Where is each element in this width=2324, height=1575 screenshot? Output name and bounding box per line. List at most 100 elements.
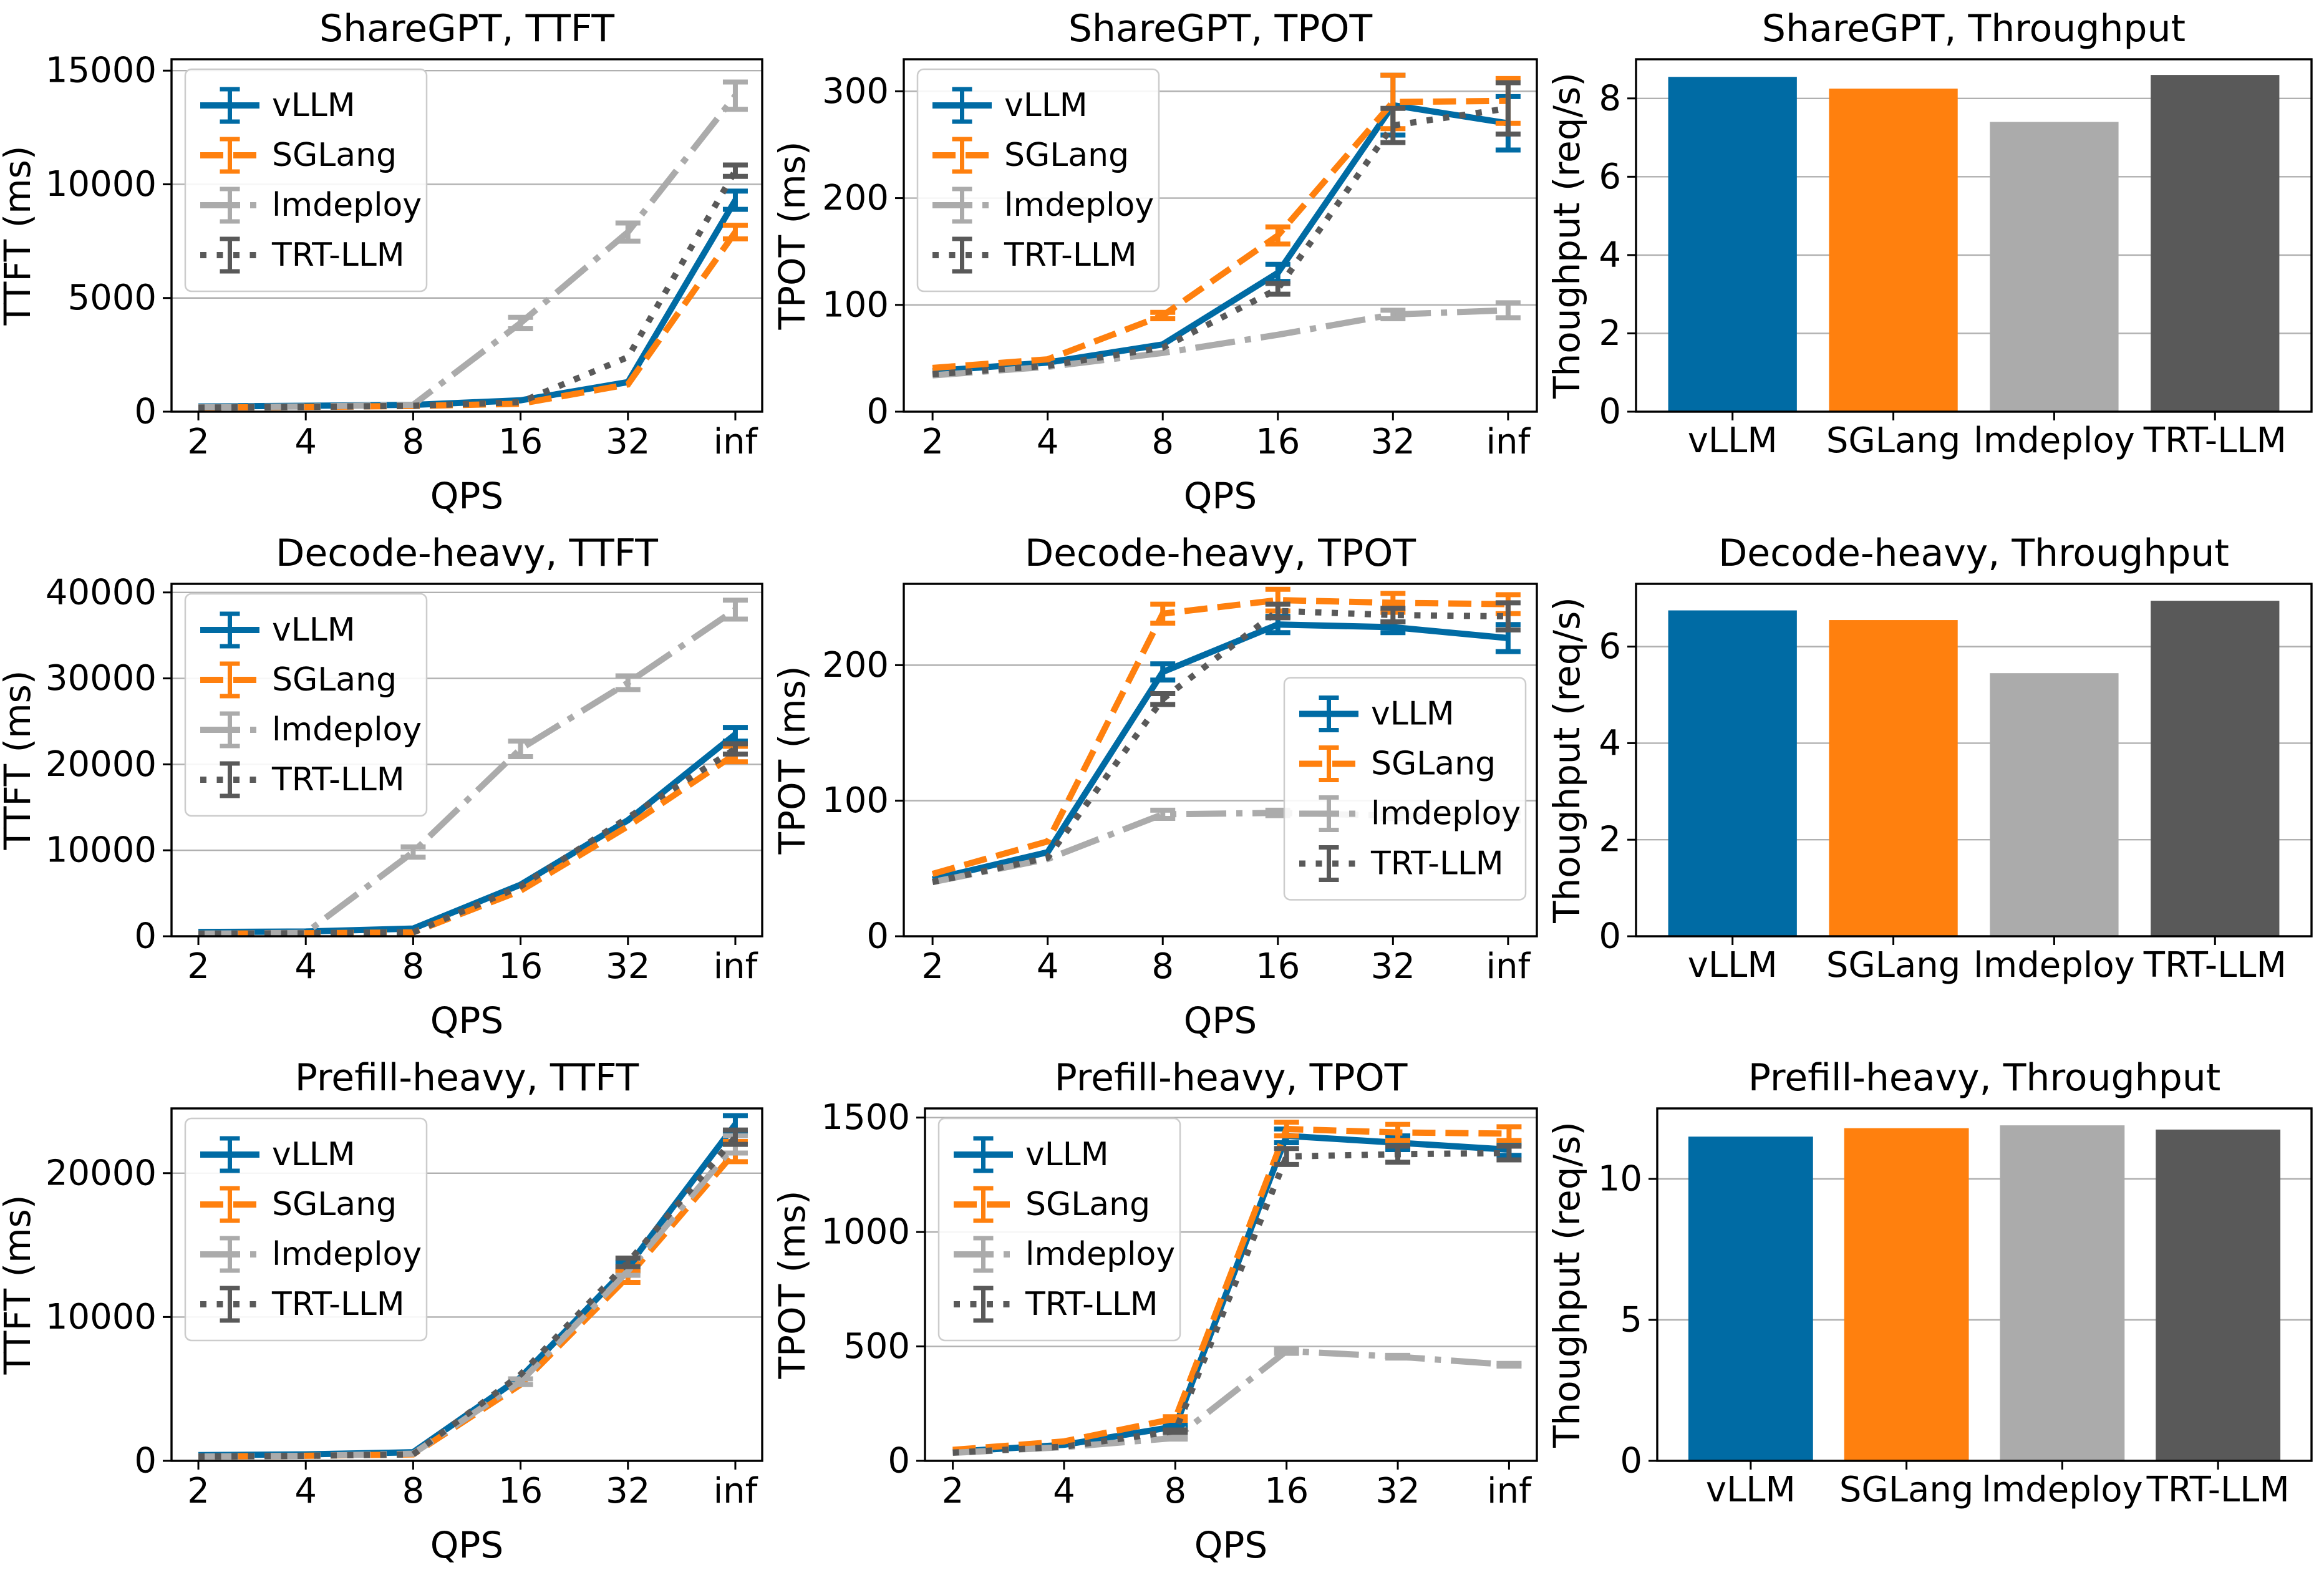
y-tick-label: 1000 bbox=[821, 1212, 910, 1253]
legend-box bbox=[184, 68, 428, 293]
x-tick-label: 32 bbox=[606, 422, 650, 462]
series-lmdeploy bbox=[198, 598, 748, 937]
y-tick-label: 100 bbox=[822, 780, 889, 821]
x-tick-label: 16 bbox=[1264, 1471, 1309, 1511]
bar-category-label: lmdeploy bbox=[1973, 420, 2135, 461]
series-TRT-LLM bbox=[932, 80, 1521, 378]
legend-entry-lmdeploy: lmdeploy bbox=[1299, 795, 1521, 832]
bar-vLLM bbox=[1668, 610, 1797, 936]
series-line-lmdeploy bbox=[198, 94, 738, 410]
series-SGLang bbox=[952, 1120, 1522, 1453]
x-ticks: 2 4 8 16 32 inf bbox=[942, 1461, 1532, 1511]
y-ticks: 0 500 1000 1500 bbox=[821, 1097, 925, 1481]
legend-label: TRT-LLM bbox=[1370, 845, 1504, 882]
legend: vLLM SGLang lmdeploy TRT-LLM bbox=[937, 1117, 1181, 1342]
errorbars-TRT-LLM bbox=[722, 162, 748, 179]
x-tick-label: 4 bbox=[294, 422, 317, 462]
chart-title: Decode-heavy, TPOT bbox=[1025, 531, 1416, 575]
x-tick-label: inf bbox=[714, 946, 758, 987]
legend-entry-SGLang: SGLang bbox=[932, 137, 1129, 174]
legend-label: vLLM bbox=[1371, 695, 1455, 732]
chart-title: Decode-heavy, TTFT bbox=[276, 531, 658, 575]
series-line-vLLM bbox=[931, 621, 1509, 883]
legend-entry-vLLM: vLLM bbox=[932, 87, 1088, 124]
y-tick-label: 20000 bbox=[46, 744, 157, 785]
y-ticks: 0 100 200 bbox=[822, 645, 904, 957]
axes-box bbox=[170, 58, 763, 413]
chart-title: ShareGPT, Throughput bbox=[1762, 7, 2186, 51]
series-line-vLLM bbox=[932, 102, 1509, 374]
legend-entry-SGLang: SGLang bbox=[200, 137, 397, 174]
series-line-TRT-LLM bbox=[932, 105, 1509, 378]
decode-heavy-throughput-svg: vLLM SGLang lmdeploy TRT-LLM 0 2 4 6 Decode-heav… bbox=[1549, 531, 2313, 986]
x-tick-label: 8 bbox=[1164, 1471, 1186, 1511]
x-tick-label: inf bbox=[714, 422, 758, 462]
legend-label: lmdeploy bbox=[272, 711, 422, 749]
bar-TRT-LLM bbox=[2151, 75, 2280, 412]
y-ticks: 0 5 10 bbox=[1598, 1159, 1657, 1481]
axes-box bbox=[903, 58, 1538, 413]
y-tick-label: 10000 bbox=[46, 830, 157, 871]
y-ticks: 0 2 4 6 bbox=[1599, 626, 1636, 957]
x-ticks: vLLM SGLang lmdeploy TRT-LLM bbox=[1706, 1461, 2290, 1510]
legend-entry-lmdeploy: lmdeploy bbox=[200, 187, 422, 224]
y-ticks: 0 10000 20000 30000 40000 bbox=[46, 572, 172, 957]
bar-category-label: vLLM bbox=[1688, 420, 1778, 461]
x-ticks: vLLM SGLang lmdeploy TRT-LLM bbox=[1688, 412, 2287, 461]
x-tick-label: 4 bbox=[1037, 422, 1059, 462]
y-tick-label: 0 bbox=[866, 916, 889, 957]
bar-TRT-LLM bbox=[2151, 601, 2280, 936]
errorbars-TRT-LLM bbox=[615, 1127, 748, 1269]
legend-label: lmdeploy bbox=[272, 187, 422, 224]
bar-category-label: SGLang bbox=[1826, 945, 1961, 986]
legend-entry-vLLM: vLLM bbox=[1299, 695, 1455, 732]
axes-box bbox=[170, 1107, 763, 1462]
bar-SGLang bbox=[1829, 620, 1958, 936]
y-tick-label: 15000 bbox=[46, 51, 157, 91]
y-axis-label: TTFT (ms) bbox=[0, 1195, 39, 1375]
legend-label: lmdeploy bbox=[272, 1236, 422, 1273]
x-tick-label: 32 bbox=[1371, 422, 1415, 462]
y-axis-label: TTFT (ms) bbox=[0, 145, 39, 326]
legend: vLLM SGLang lmdeploy TRT-LLM bbox=[184, 593, 428, 817]
x-ticks: 2 4 8 16 32 inf bbox=[921, 412, 1531, 462]
x-tick-label: inf bbox=[1487, 1471, 1532, 1511]
y-tick-label: 0 bbox=[1599, 392, 1621, 432]
series-line-TRT-LLM bbox=[198, 169, 738, 411]
legend-label: TRT-LLM bbox=[271, 761, 405, 798]
legend-label: vLLM bbox=[272, 611, 356, 649]
y-ticks: 0 10000 20000 bbox=[46, 1153, 172, 1481]
decode-heavy-tpot-svg: 2 4 8 16 32 inf QPS 0 100 200 Decode-heavy, TPOT TP… bbox=[775, 531, 1538, 1042]
series-TRT-LLM bbox=[198, 162, 748, 411]
x-axis-label: QPS bbox=[430, 999, 503, 1042]
legend-entry-vLLM: vLLM bbox=[200, 611, 356, 649]
y-tick-label: 1500 bbox=[821, 1097, 910, 1138]
bar-category-label: TRT-LLM bbox=[2143, 420, 2287, 461]
errorbars-TRT-LLM bbox=[1150, 600, 1521, 707]
x-tick-label: inf bbox=[714, 1471, 758, 1511]
chart-title: Prefill-heavy, TTFT bbox=[295, 1056, 639, 1100]
legend-label: vLLM bbox=[272, 1136, 356, 1173]
series-line-TRT-LLM bbox=[198, 746, 737, 937]
x-tick-label: 2 bbox=[187, 1471, 210, 1511]
x-axis-label: QPS bbox=[430, 475, 503, 517]
y-tick-label: 0 bbox=[866, 392, 889, 432]
legend-label: vLLM bbox=[272, 87, 356, 124]
series-line-TRT-LLM bbox=[198, 1135, 738, 1460]
x-tick-label: 2 bbox=[921, 422, 944, 462]
y-tick-label: 10 bbox=[1598, 1159, 1642, 1199]
sharegpt-throughput-svg: vLLM SGLang lmdeploy TRT-LLM 0 2 4 6 8 ShareGPT, … bbox=[1549, 7, 2313, 461]
sharegpt-tpot-svg: 2 4 8 16 32 inf QPS 0 100 200 300 ShareGPT, TPOT TPO… bbox=[775, 7, 1538, 517]
x-ticks: 2 4 8 16 32 inf bbox=[187, 936, 758, 987]
legend-entry-TRT-LLM: TRT-LLM bbox=[200, 1286, 405, 1323]
axes-box bbox=[903, 583, 1538, 938]
y-axis-label: Thoughput (req/s) bbox=[1549, 1122, 1588, 1448]
y-tick-label: 200 bbox=[822, 645, 889, 686]
x-tick-label: 16 bbox=[498, 422, 543, 462]
legend-label: lmdeploy bbox=[1004, 187, 1154, 224]
legend-label: TRT-LLM bbox=[271, 236, 405, 274]
chart-title: Prefill-heavy, TPOT bbox=[1055, 1056, 1408, 1100]
bar-category-label: TRT-LLM bbox=[2143, 945, 2287, 986]
legend-entry-lmdeploy: lmdeploy bbox=[200, 711, 422, 749]
